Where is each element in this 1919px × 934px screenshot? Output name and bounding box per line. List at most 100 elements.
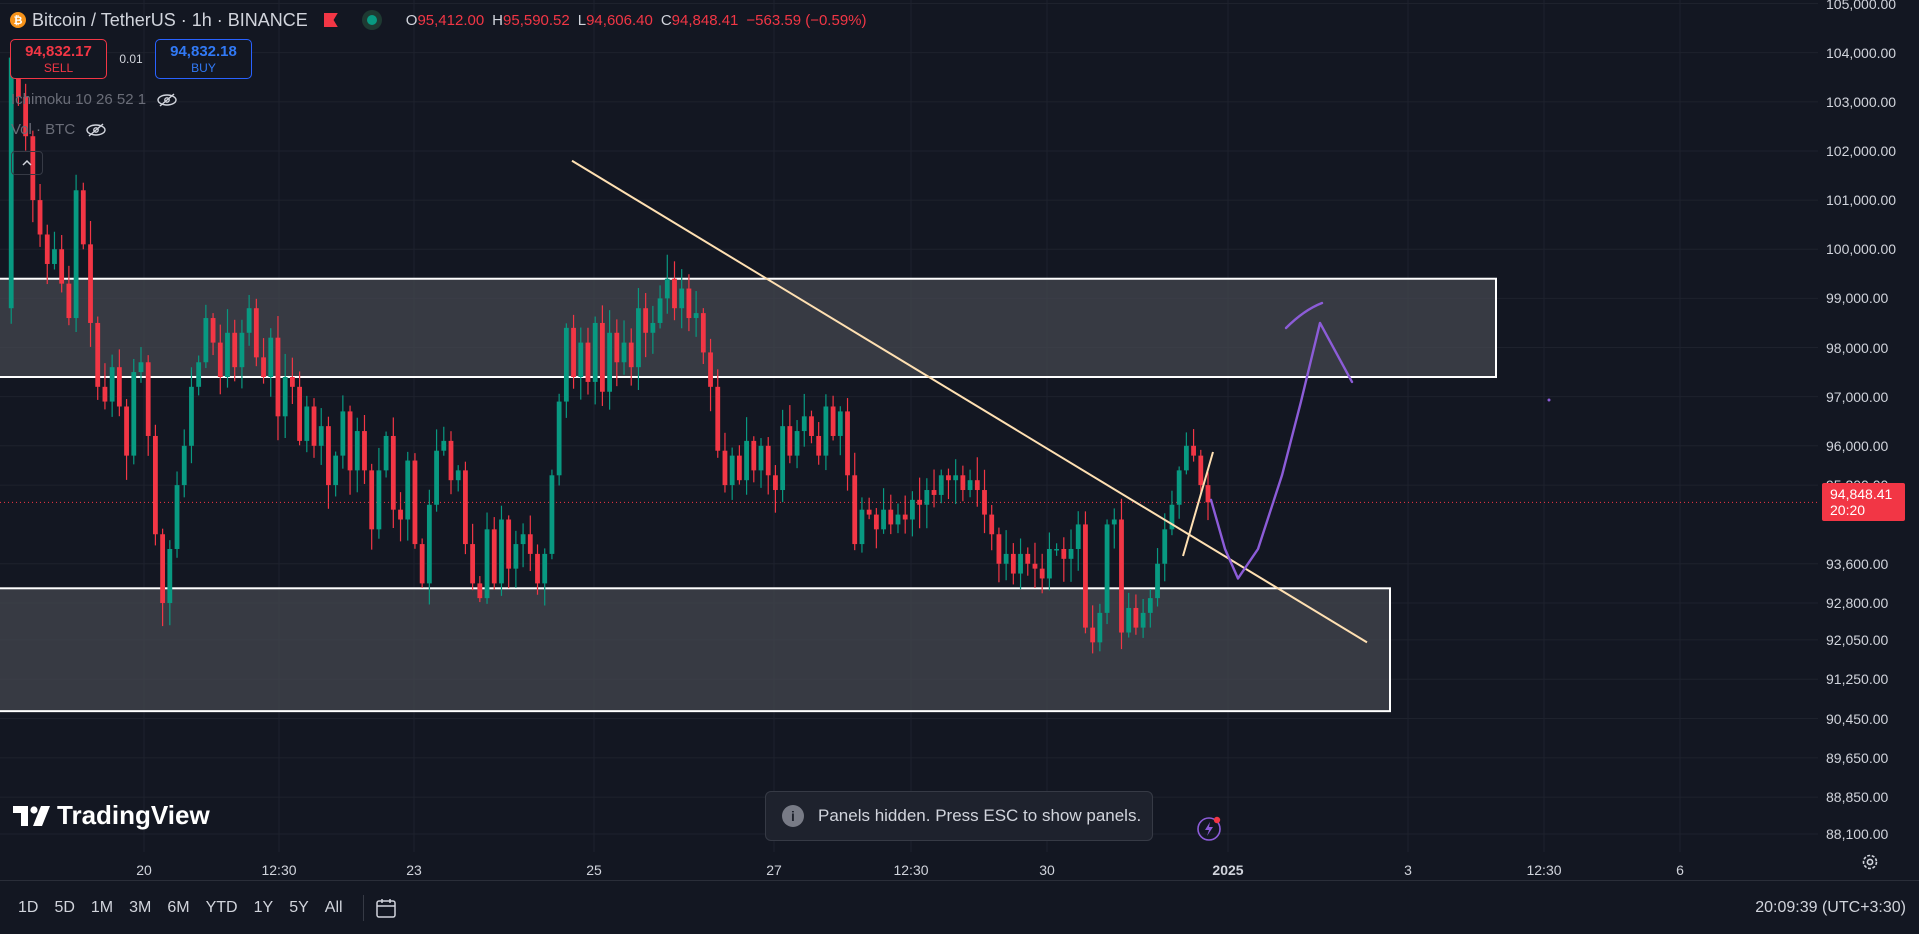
price-change: −563.59 (−0.59%) — [746, 11, 867, 29]
candle — [563, 323, 569, 418]
symbol-title[interactable]: Bitcoin / TetherUS · 1h · BINANCE — [32, 9, 308, 30]
time-axis-label: 12:30 — [261, 862, 297, 878]
candle — [736, 445, 742, 485]
candle — [326, 416, 331, 509]
candle — [499, 505, 504, 596]
candle — [362, 415, 367, 484]
candle — [441, 426, 447, 456]
ohlc-close: C94,848.41 — [660, 11, 739, 29]
candle — [1155, 548, 1160, 607]
time-axis-label: 30 — [1039, 862, 1055, 878]
candle — [318, 408, 324, 465]
candle — [1061, 537, 1067, 582]
buy-button[interactable]: 94,832.18 BUY — [155, 39, 252, 79]
candle — [837, 406, 843, 456]
candle — [1010, 543, 1016, 585]
tradingview-logo[interactable]: TradingView — [13, 800, 210, 831]
candle — [917, 477, 923, 529]
candle — [751, 436, 757, 483]
candle — [506, 515, 512, 589]
candle — [657, 285, 663, 329]
candle — [181, 429, 187, 498]
price-chart[interactable] — [0, 0, 1919, 880]
breakout-line — [1182, 451, 1214, 557]
candle — [477, 576, 483, 603]
candle — [390, 417, 396, 529]
candle — [1039, 553, 1045, 594]
timeframe-button-all[interactable]: All — [324, 898, 343, 916]
candle — [845, 398, 850, 491]
eye-hidden-icon[interactable] — [156, 92, 178, 107]
indicator-ichimoku-label: Ichimoku 10 26 52 1 — [11, 91, 147, 108]
sell-button[interactable]: 94,832.17 SELL — [10, 39, 107, 79]
gear-icon[interactable] — [1860, 852, 1880, 872]
flag-icon[interactable] — [323, 13, 338, 27]
candle — [455, 465, 461, 492]
timeframe-button-5d[interactable]: 5D — [54, 898, 75, 916]
candle — [116, 349, 122, 417]
candle — [145, 355, 151, 456]
clock-timezone[interactable]: 20:09:39 (UTC+3:30) — [1755, 898, 1906, 916]
candle — [621, 320, 627, 375]
timeframe-button-1m[interactable]: 1M — [90, 898, 114, 916]
ohlc-high: H95,590.52 — [492, 11, 570, 29]
candle — [859, 497, 865, 553]
bitcoin-icon: ₿ — [10, 12, 26, 28]
candle — [946, 468, 951, 500]
candle — [347, 405, 353, 495]
candle — [636, 288, 641, 390]
candle — [203, 304, 209, 369]
candle — [758, 438, 764, 488]
time-axis-label: 12:30 — [893, 862, 929, 878]
timeframe-button-1d[interactable]: 1D — [18, 898, 39, 916]
candle — [246, 294, 252, 346]
chart-grid — [0, 0, 1818, 852]
candle — [484, 512, 490, 604]
price-zone-rectangle — [0, 277, 1497, 379]
candle — [217, 324, 223, 395]
candle — [780, 409, 786, 503]
candle — [225, 309, 230, 388]
candle — [59, 235, 65, 293]
collapse-legend-button[interactable] — [11, 151, 43, 175]
candle — [1075, 511, 1081, 571]
candle — [895, 503, 901, 534]
price-zone-rectangle — [0, 587, 1391, 713]
candle — [513, 530, 519, 588]
toolbar-divider — [362, 894, 364, 921]
candle — [412, 453, 418, 549]
timeframe-button-6m[interactable]: 6M — [167, 898, 190, 916]
candle — [52, 231, 57, 270]
candle — [268, 328, 274, 397]
candle — [974, 457, 980, 507]
candle — [131, 358, 137, 465]
chevron-up-icon — [22, 159, 32, 166]
candle — [1025, 547, 1031, 576]
candle — [693, 290, 699, 337]
timeframe-button-5y[interactable]: 5Y — [289, 898, 309, 916]
candle — [1018, 538, 1023, 590]
indicator-ichimoku[interactable]: Ichimoku 10 26 52 1 — [11, 91, 178, 108]
candlestick-series — [8, 43, 1211, 654]
calendar-icon[interactable] — [374, 896, 398, 920]
candle — [434, 429, 439, 512]
candle — [1054, 543, 1059, 556]
candle — [650, 305, 656, 354]
timeframe-button-3m[interactable]: 3M — [129, 898, 152, 916]
market-status-icon[interactable] — [361, 10, 382, 30]
candle — [189, 367, 194, 464]
candle — [1104, 519, 1110, 625]
candle — [1140, 598, 1146, 638]
trendline — [571, 159, 1368, 644]
timeframe-button-1y[interactable]: 1Y — [253, 898, 274, 916]
timeframe-button-ytd[interactable]: YTD — [205, 898, 238, 916]
candle — [643, 293, 649, 358]
candle — [37, 184, 43, 247]
candle — [542, 548, 548, 606]
candle — [729, 447, 735, 500]
lightning-icon[interactable] — [1196, 815, 1222, 841]
indicator-volume[interactable]: Vol · BTC — [11, 121, 107, 138]
eye-hidden-icon[interactable] — [85, 122, 107, 137]
panels-hidden-toast[interactable]: i Panels hidden. Press ESC to show panel… — [765, 791, 1153, 841]
drawing-dot — [1547, 398, 1551, 402]
